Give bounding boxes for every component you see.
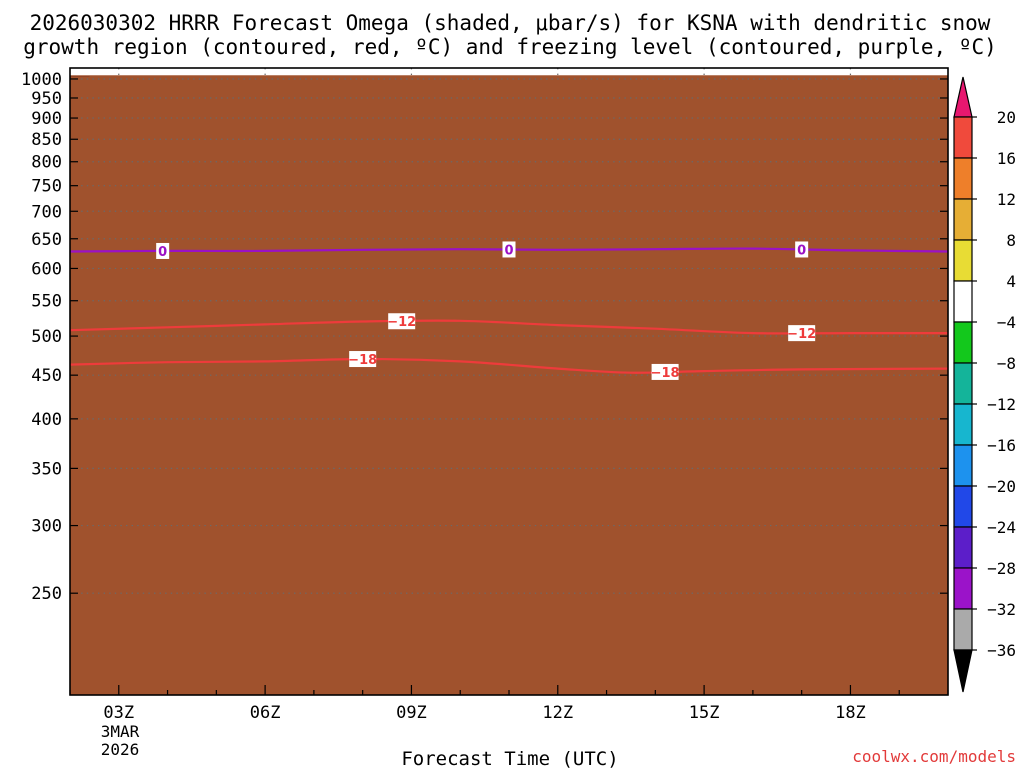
colorbar-band-10 xyxy=(953,526,973,569)
date-label-month: 3MAR xyxy=(101,722,140,741)
title-line-1: 2026030302 HRRR Forecast Omega (shaded, … xyxy=(30,11,991,35)
y-tick-label-400: 400 xyxy=(31,410,62,430)
colorbar-band-12 xyxy=(953,608,973,651)
x-tick-label-12Z: 12Z xyxy=(542,703,573,723)
colorbar-label-8: −16 xyxy=(987,436,1016,455)
x-tick-label-18Z: 18Z xyxy=(835,703,866,723)
colorbar-top-arrow xyxy=(953,76,973,118)
title-line-2: growth region (contoured, red, ºC) and f… xyxy=(23,35,997,59)
colorbar-label-7: −12 xyxy=(987,395,1016,414)
y-tick-label-550: 550 xyxy=(31,292,62,312)
colorbar: 20 16 12 8 4 −4 −8 −12 −16 −20 −24 −28 −32 −36 xyxy=(953,76,1016,693)
colorbar-band-9 xyxy=(953,485,973,528)
contour-label-0: −18 xyxy=(348,353,377,368)
contour-labels: −18 −18 −12 −12 0 0 0 xyxy=(156,241,816,381)
y-tick-label-650: 650 xyxy=(31,230,62,250)
y-tick-label-950: 950 xyxy=(31,89,62,109)
contour-dgz-minus-18 xyxy=(69,357,949,374)
x-axis-label: Forecast Time (UTC) xyxy=(401,748,618,768)
colorbar-label-9: −20 xyxy=(987,477,1016,496)
colorbar-label-1: 16 xyxy=(997,149,1016,168)
colorbar-label-11: −28 xyxy=(987,559,1016,578)
x-axis: 03Z 06Z 09Z 12Z 15Z 18Z xyxy=(69,685,949,723)
x-tick-label-15Z: 15Z xyxy=(689,703,720,723)
contour-label-bg-5 xyxy=(502,241,516,258)
colorbar-label-12: −32 xyxy=(987,600,1016,619)
y-tick-label-1000: 1000 xyxy=(21,70,62,90)
contour-label-bg-4 xyxy=(156,242,170,259)
colorbar-band-6 xyxy=(953,362,973,405)
y-tick-label-500: 500 xyxy=(31,327,62,347)
grid-lines xyxy=(70,68,948,594)
colorbar-band-8 xyxy=(953,444,973,487)
colorbar-label-2: 12 xyxy=(997,190,1016,209)
contour-label-3: −12 xyxy=(787,327,816,342)
colorbar-label-10: −24 xyxy=(987,518,1016,537)
y-tick-label-700: 700 xyxy=(31,202,62,222)
y-tick-label-300: 300 xyxy=(31,517,62,537)
y-tick-label-250: 250 xyxy=(31,584,62,604)
contour-label-bg-6 xyxy=(795,241,809,258)
y-tick-label-600: 600 xyxy=(31,259,62,279)
contour-label-bg-3 xyxy=(788,325,816,342)
colorbar-band-1 xyxy=(953,157,973,200)
contour-label-6: 0 xyxy=(797,243,806,258)
contour-label-5: 0 xyxy=(504,243,513,258)
contour-label-bg-2 xyxy=(388,313,416,330)
colorbar-band-11 xyxy=(953,567,973,610)
y-tick-label-800: 800 xyxy=(31,153,62,173)
terrain-layer xyxy=(70,75,948,695)
y-tick-label-750: 750 xyxy=(31,177,62,197)
colorbar-band-7 xyxy=(953,403,973,446)
terrain-ground xyxy=(70,75,948,695)
colorbar-label-4: 4 xyxy=(1006,272,1016,291)
colorbar-band-5 xyxy=(953,321,973,364)
y-tick-label-450: 450 xyxy=(31,366,62,386)
y-axis: 2503003504004505005506006507007508008509… xyxy=(21,70,948,604)
colorbar-band-3 xyxy=(953,239,973,282)
contour-label-1: −18 xyxy=(651,366,680,381)
x-tick-label-03Z: 03Z xyxy=(103,703,134,723)
contour-label-bg-1 xyxy=(651,363,679,380)
colorbar-label-5: −4 xyxy=(997,313,1016,332)
y-tick-label-350: 350 xyxy=(31,459,62,479)
colorbar-bottom-arrow xyxy=(953,649,973,693)
colorbar-band-2 xyxy=(953,198,973,241)
colorbar-band-4 xyxy=(953,280,973,323)
x-tick-label-09Z: 09Z xyxy=(396,703,427,723)
y-tick-label-850: 850 xyxy=(31,130,62,150)
date-label-year: 2026 xyxy=(101,740,140,759)
colorbar-label-13: −36 xyxy=(987,641,1016,660)
colorbar-label-3: 8 xyxy=(1006,231,1016,250)
contour-label-4: 0 xyxy=(158,245,167,260)
contour-label-bg-0 xyxy=(349,351,377,368)
colorbar-label-6: −8 xyxy=(997,354,1016,373)
x-tick-label-06Z: 06Z xyxy=(250,703,281,723)
colorbar-label-0: 20 xyxy=(997,108,1016,127)
y-tick-label-900: 900 xyxy=(31,109,62,129)
colorbar-band-0 xyxy=(953,116,973,159)
credit-text: coolwx.com/models xyxy=(852,747,1016,766)
contour-label-2: −12 xyxy=(387,315,416,330)
